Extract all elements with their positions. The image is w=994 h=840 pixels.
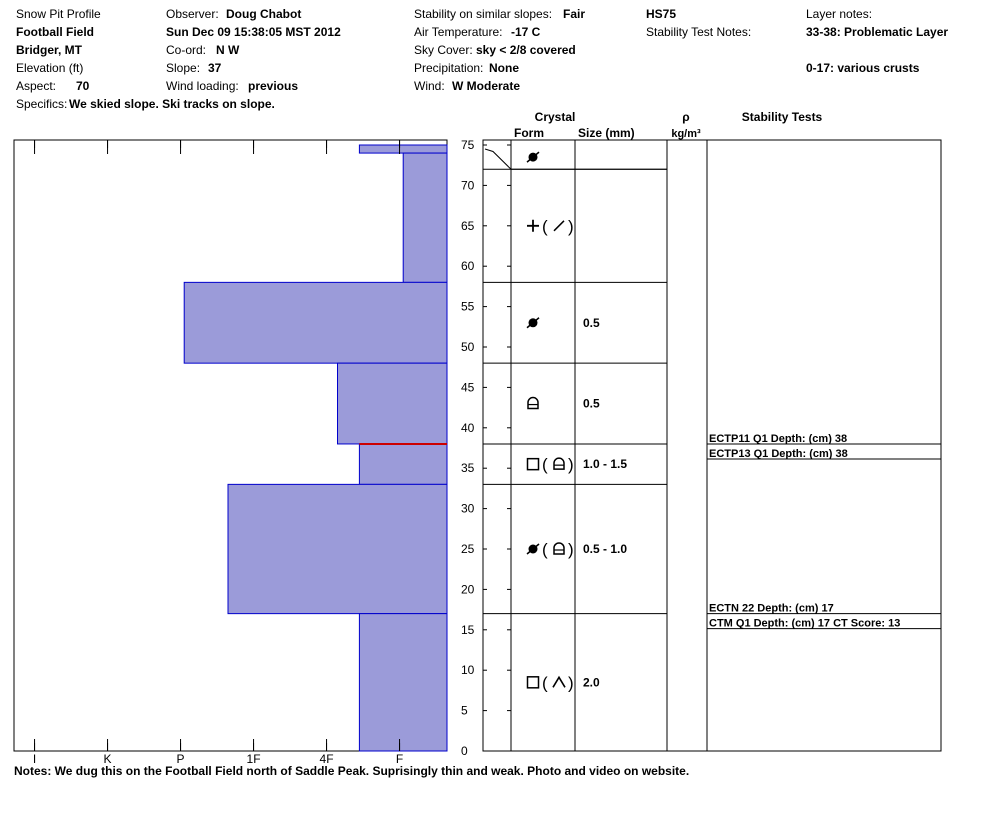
hardness-label: 4F bbox=[320, 752, 334, 766]
hardness-label: K bbox=[104, 752, 112, 766]
grain-size: 0.5 - 1.0 bbox=[583, 542, 627, 556]
table-frame bbox=[482, 139, 942, 752]
wind-label: Wind: bbox=[414, 79, 445, 93]
hardness-bar bbox=[358, 443, 448, 485]
paren-open: ( bbox=[542, 673, 548, 692]
snow-height: HS75 bbox=[646, 7, 677, 21]
depth-label: 0 bbox=[461, 744, 468, 758]
snow-profile-chart: I K P 1F 4F F 051015202530354045505560657075 … bbox=[13, 110, 942, 766]
hardness-bar bbox=[358, 144, 448, 154]
depth-label: 55 bbox=[461, 300, 475, 314]
rho-units-header: kg/m³ bbox=[671, 128, 701, 140]
depth-label: 40 bbox=[461, 421, 475, 435]
coord-label: Co-ord: bbox=[166, 43, 207, 57]
sky-value: sky < 2/8 covered bbox=[476, 43, 576, 57]
slope-label: Slope: bbox=[166, 61, 201, 75]
rounded-grain-symbol-stroke bbox=[526, 151, 540, 163]
specifics-value: We skied slope. Ski tracks on slope. bbox=[69, 97, 275, 111]
rounded-grain-symbol-stroke bbox=[526, 543, 540, 555]
slope-value: 37 bbox=[208, 61, 222, 75]
crystal-header: Crystal bbox=[535, 110, 576, 124]
hardness-bar bbox=[402, 152, 448, 283]
observer-label: Observer: bbox=[166, 7, 219, 21]
depth-label: 10 bbox=[461, 663, 475, 677]
stability-test: ECTP13 Q1 Depth: (cm) 38 bbox=[709, 448, 848, 460]
decomposing-symbol bbox=[553, 220, 565, 232]
layer-connector bbox=[484, 148, 512, 170]
aspect-label: Aspect: bbox=[16, 79, 57, 93]
location-name: Football Field bbox=[16, 25, 94, 39]
grain-size: 2.0 bbox=[583, 675, 600, 689]
area-name: Bridger, MT bbox=[16, 43, 83, 57]
coord-value: N W bbox=[216, 43, 240, 57]
stability-test: ECTN 22 Depth: (cm) 17 bbox=[709, 603, 834, 615]
wind-value: W Moderate bbox=[452, 79, 521, 93]
depth-label: 75 bbox=[461, 138, 475, 152]
rho-header: ρ bbox=[682, 110, 689, 124]
new-snow-symbol bbox=[527, 219, 539, 232]
grain-size: 0.5 bbox=[583, 316, 600, 330]
stability-test: CTM Q1 Depth: (cm) 17 CT Score: 13 bbox=[709, 618, 900, 630]
rounded-grain-symbol-stroke bbox=[526, 317, 540, 329]
depth-label: 35 bbox=[461, 461, 475, 475]
paren-close: ) bbox=[568, 455, 574, 474]
hardness-label: I bbox=[33, 752, 36, 766]
depth-label: 30 bbox=[461, 502, 475, 516]
layer-notes-label: Layer notes: bbox=[806, 7, 873, 21]
size-header: Size (mm) bbox=[578, 126, 635, 140]
grain-size: 0.5 bbox=[583, 397, 600, 411]
air-temp-value: -17 C bbox=[511, 25, 541, 39]
faceted-symbol bbox=[526, 457, 540, 471]
pit-notes: Notes: We dug this on the Football Field… bbox=[14, 764, 690, 778]
depth-label: 50 bbox=[461, 340, 475, 354]
depth-label: 65 bbox=[461, 219, 475, 233]
elevation-label: Elevation (ft) bbox=[16, 61, 84, 75]
depth-label: 45 bbox=[461, 380, 475, 394]
hardness-bar bbox=[183, 281, 448, 364]
observer-value: Doug Chabot bbox=[226, 7, 302, 21]
paren-open: ( bbox=[542, 540, 548, 559]
paren-open: ( bbox=[542, 217, 548, 236]
depth-label: 15 bbox=[461, 623, 475, 637]
faceted-rounded-symbol bbox=[553, 542, 565, 555]
profile-title: Snow Pit Profile bbox=[16, 7, 101, 21]
depth-label: 20 bbox=[461, 582, 475, 596]
depth-label: 70 bbox=[461, 178, 475, 192]
paren-close: ) bbox=[568, 217, 574, 236]
hardness-label: 1F bbox=[247, 752, 261, 766]
air-temp-label: Air Temperature: bbox=[414, 25, 503, 39]
paren-open: ( bbox=[542, 455, 548, 474]
layer-note-2: 0-17: various crusts bbox=[806, 61, 920, 75]
aspect-value: 70 bbox=[76, 79, 90, 93]
paren-close: ) bbox=[568, 673, 574, 692]
faceted-rounded-symbol bbox=[553, 457, 565, 470]
grain-size: 1.0 - 1.5 bbox=[583, 457, 627, 471]
sky-label: Sky Cover: bbox=[414, 43, 473, 57]
wind-loading-label: Wind loading: bbox=[166, 79, 239, 93]
hardness-bar bbox=[227, 483, 448, 615]
precip-label: Precipitation: bbox=[414, 61, 484, 75]
stability-value: Fair bbox=[563, 7, 586, 21]
datetime: Sun Dec 09 15:38:05 MST 2012 bbox=[166, 25, 341, 39]
hardness-label: F bbox=[396, 752, 403, 766]
stability-test: ECTP11 Q1 Depth: (cm) 38 bbox=[709, 433, 847, 445]
depth-label: 25 bbox=[461, 542, 475, 556]
form-header: Form bbox=[514, 126, 544, 140]
precip-value: None bbox=[489, 61, 519, 75]
hardness-bar bbox=[337, 362, 448, 445]
faceted-symbol bbox=[526, 676, 540, 689]
specifics-label: Specifics: bbox=[16, 97, 68, 111]
stability-notes-label: Stability Test Notes: bbox=[646, 25, 752, 39]
stability-label: Stability on similar slopes: bbox=[414, 7, 553, 21]
faceted-rounded-symbol bbox=[527, 396, 539, 410]
paren-close: ) bbox=[568, 540, 574, 559]
stability-header: Stability Tests bbox=[742, 110, 823, 124]
hardness-label: P bbox=[177, 752, 185, 766]
wind-loading-value: previous bbox=[248, 79, 299, 93]
depth-label: 60 bbox=[461, 259, 475, 273]
hardness-bar bbox=[358, 613, 448, 752]
layer-note-1: 33-38: Problematic Layer bbox=[806, 25, 949, 39]
depth-hoar-symbol bbox=[552, 675, 566, 688]
depth-label: 5 bbox=[461, 704, 468, 718]
